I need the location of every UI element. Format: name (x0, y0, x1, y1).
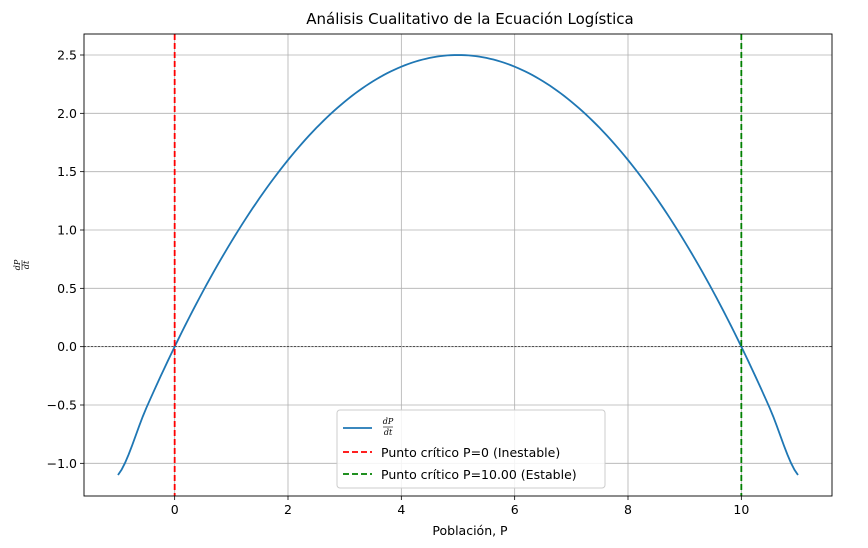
y-tick-label: 2.5 (57, 48, 77, 63)
x-tick-label: 0 (171, 502, 179, 517)
y-axis-label-denominator: dt (22, 260, 31, 269)
legend-label-curve-numerator: dP (383, 417, 394, 426)
plot-area (84, 34, 832, 496)
chart-title: Análisis Cualitativo de la Ecuación Logí… (306, 10, 634, 28)
x-tick-label: 2 (284, 502, 292, 517)
x-tick-label: 4 (397, 502, 405, 517)
legend-box (336, 409, 606, 489)
y-tick-label: 1.0 (57, 223, 77, 238)
y-tick-label: −0.5 (47, 398, 77, 413)
legend-label-unstable: Punto crítico P=0 (Inestable) (381, 445, 560, 460)
y-axis-label: dP dt (13, 259, 31, 270)
legend-label-stable: Punto crítico P=10.00 (Estable) (381, 467, 577, 482)
x-tick-label: 8 (624, 502, 632, 517)
legend-label-curve: dP dt (383, 417, 394, 437)
x-tick-label: 6 (511, 502, 519, 517)
x-axis-label: Población, P (432, 523, 508, 538)
x-tick-label: 10 (733, 502, 749, 517)
y-tick-label: 0.0 (57, 339, 77, 354)
y-tick-label: 1.5 (57, 164, 77, 179)
y-tick-label: 2.0 (57, 106, 77, 121)
series-line-dpdt (117, 54, 799, 476)
legend: dP dt Punto crítico P=0 (Inestable) Punt… (336, 409, 606, 489)
axes-frame (83, 33, 833, 497)
y-tick-label: −1.0 (47, 456, 77, 471)
legend-label-curve-denominator: dt (384, 428, 393, 437)
y-tick-label: 0.5 (57, 281, 77, 296)
x-axis: 0 2 4 6 8 10 (171, 496, 749, 517)
y-axis-label-numerator: dP (13, 259, 22, 270)
y-axis: −1.0 −0.5 0.0 0.5 1.0 1.5 2.0 2.5 (47, 48, 84, 471)
